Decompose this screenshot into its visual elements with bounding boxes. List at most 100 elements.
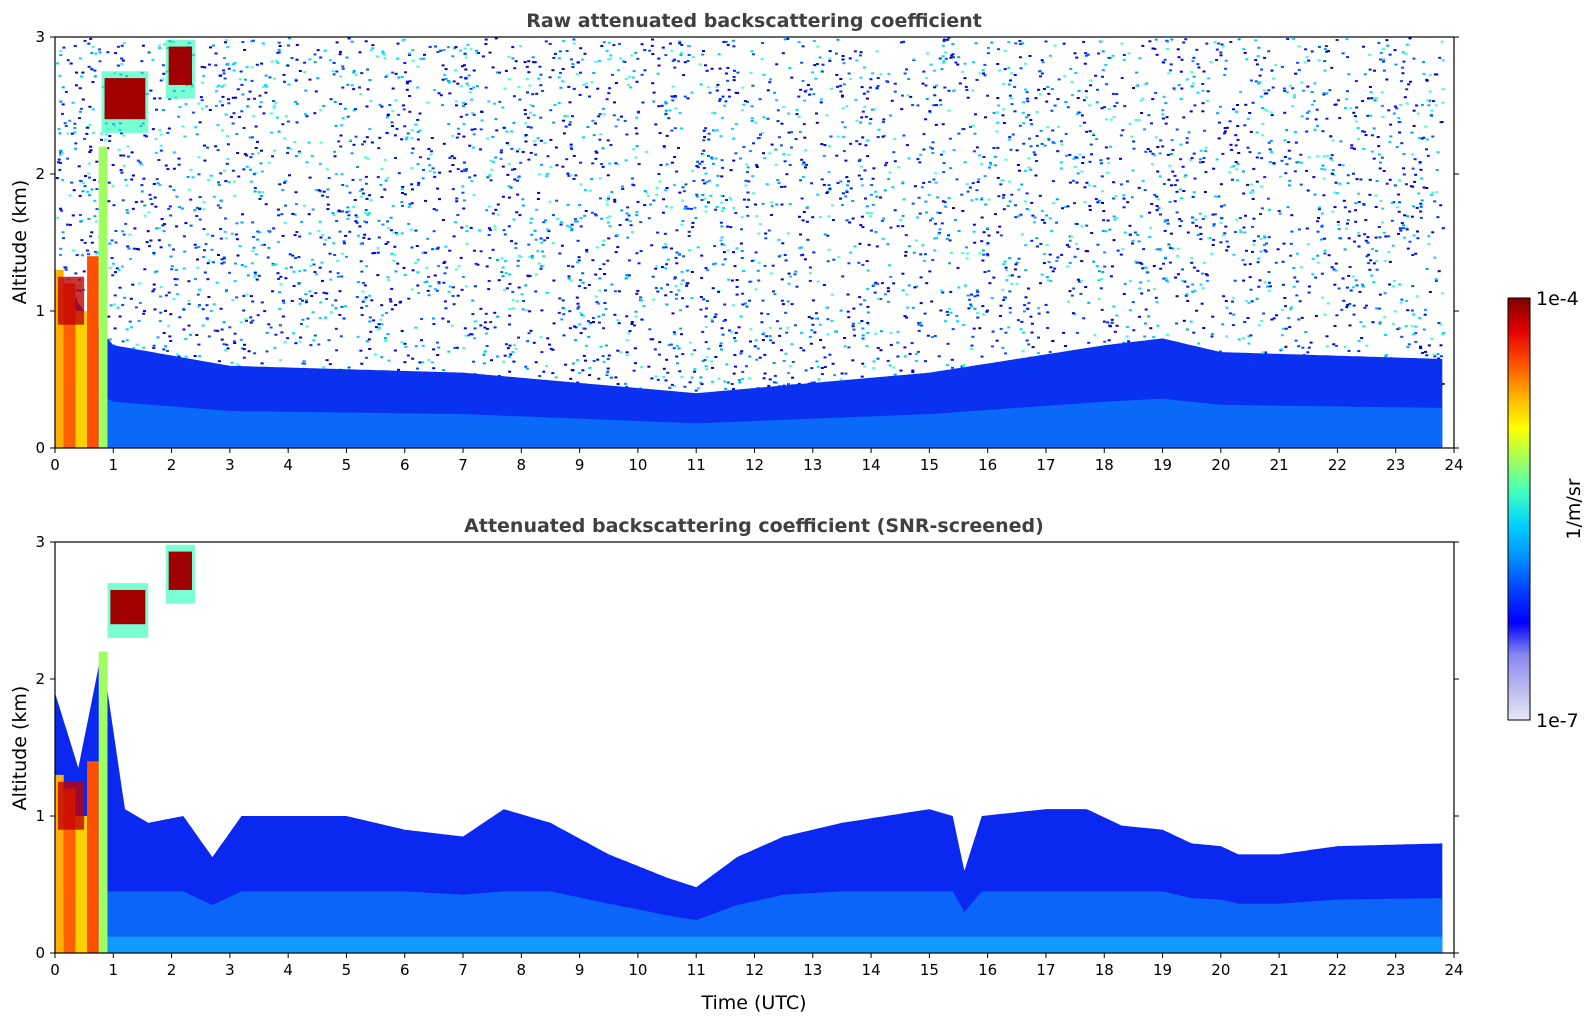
noise-pixel — [125, 339, 129, 342]
noise-pixel — [1155, 195, 1159, 198]
noise-pixel — [671, 59, 675, 62]
noise-pixel — [457, 264, 461, 267]
noise-pixel — [1402, 224, 1406, 227]
noise-pixel — [198, 208, 202, 210]
noise-pixel — [640, 366, 644, 369]
noise-pixel — [834, 52, 838, 55]
noise-pixel — [172, 189, 176, 191]
noise-pixel — [1406, 215, 1409, 218]
noise-pixel — [368, 194, 372, 197]
noise-pixel — [90, 188, 94, 191]
noise-pixel — [780, 122, 784, 125]
noise-pixel — [764, 232, 768, 235]
noise-pixel — [1288, 157, 1292, 160]
noise-pixel — [714, 356, 718, 358]
noise-pixel — [267, 230, 271, 232]
noise-pixel — [1059, 167, 1063, 170]
noise-pixel — [1101, 229, 1105, 232]
noise-pixel — [835, 154, 839, 157]
noise-pixel — [257, 191, 261, 193]
noise-pixel — [1294, 339, 1298, 342]
noise-pixel — [636, 57, 640, 60]
noise-pixel — [306, 317, 310, 320]
noise-pixel — [1346, 303, 1350, 306]
noise-pixel — [1436, 151, 1440, 154]
noise-pixel — [360, 314, 364, 316]
noise-pixel — [488, 51, 492, 54]
noise-pixel — [986, 242, 990, 245]
noise-pixel — [567, 264, 570, 267]
noise-pixel — [919, 321, 923, 324]
noise-pixel — [762, 152, 765, 155]
noise-pixel — [941, 44, 945, 47]
noise-pixel — [178, 206, 181, 209]
noise-pixel — [107, 181, 111, 184]
noise-pixel — [391, 205, 395, 207]
noise-pixel — [902, 40, 906, 43]
noise-pixel — [1320, 223, 1324, 226]
noise-pixel — [1441, 101, 1445, 104]
noise-pixel — [332, 242, 336, 245]
noise-pixel — [244, 318, 248, 321]
noise-pixel — [138, 302, 142, 304]
noise-pixel — [263, 84, 267, 87]
noise-pixel — [808, 279, 812, 282]
noise-pixel — [1196, 234, 1200, 236]
noise-pixel — [521, 198, 525, 201]
noise-pixel — [87, 253, 90, 256]
noise-pixel — [394, 72, 398, 75]
noise-pixel — [1017, 215, 1021, 217]
noise-pixel — [945, 310, 949, 313]
noise-pixel — [552, 121, 556, 124]
noise-pixel — [432, 317, 435, 320]
noise-pixel — [704, 210, 708, 213]
noise-pixel — [1386, 44, 1390, 47]
noise-pixel — [1251, 250, 1254, 253]
noise-pixel — [273, 149, 277, 152]
noise-pixel — [732, 206, 736, 209]
noise-pixel — [804, 149, 808, 152]
noise-pixel — [451, 134, 455, 137]
noise-pixel — [268, 76, 272, 79]
noise-pixel — [340, 305, 344, 308]
noise-pixel — [1186, 285, 1190, 288]
noise-pixel — [1044, 40, 1048, 43]
noise-pixel — [1180, 58, 1184, 61]
noise-pixel — [278, 359, 282, 362]
noise-pixel — [311, 208, 315, 211]
noise-pixel — [174, 283, 178, 286]
noise-pixel — [906, 306, 910, 309]
noise-pixel — [224, 290, 228, 293]
noise-pixel — [249, 321, 253, 324]
noise-pixel — [1314, 118, 1318, 121]
noise-pixel — [560, 244, 564, 247]
noise-pixel — [1179, 158, 1183, 161]
noise-pixel — [859, 76, 863, 79]
noise-pixel — [769, 339, 773, 342]
noise-pixel — [1045, 276, 1049, 279]
noise-pixel — [600, 45, 604, 47]
noise-pixel — [775, 99, 779, 102]
noise-pixel — [1254, 59, 1258, 62]
noise-pixel — [1377, 226, 1381, 228]
noise-pixel — [1363, 130, 1367, 133]
noise-pixel — [701, 360, 705, 362]
noise-pixel — [363, 298, 367, 301]
noise-pixel — [1138, 287, 1142, 290]
noise-pixel — [674, 256, 678, 259]
noise-pixel — [277, 277, 281, 280]
noise-pixel — [1180, 220, 1184, 223]
noise-pixel — [807, 84, 810, 86]
noise-pixel — [585, 86, 589, 89]
noise-pixel — [713, 316, 717, 318]
noise-pixel — [256, 140, 259, 143]
noise-pixel — [651, 82, 655, 85]
noise-pixel — [203, 144, 206, 147]
noise-pixel — [238, 78, 242, 81]
noise-pixel — [78, 87, 82, 90]
noise-pixel — [914, 359, 918, 362]
noise-pixel — [120, 44, 124, 47]
noise-pixel — [1259, 213, 1262, 215]
noise-pixel — [106, 51, 110, 54]
noise-pixel — [799, 88, 803, 91]
